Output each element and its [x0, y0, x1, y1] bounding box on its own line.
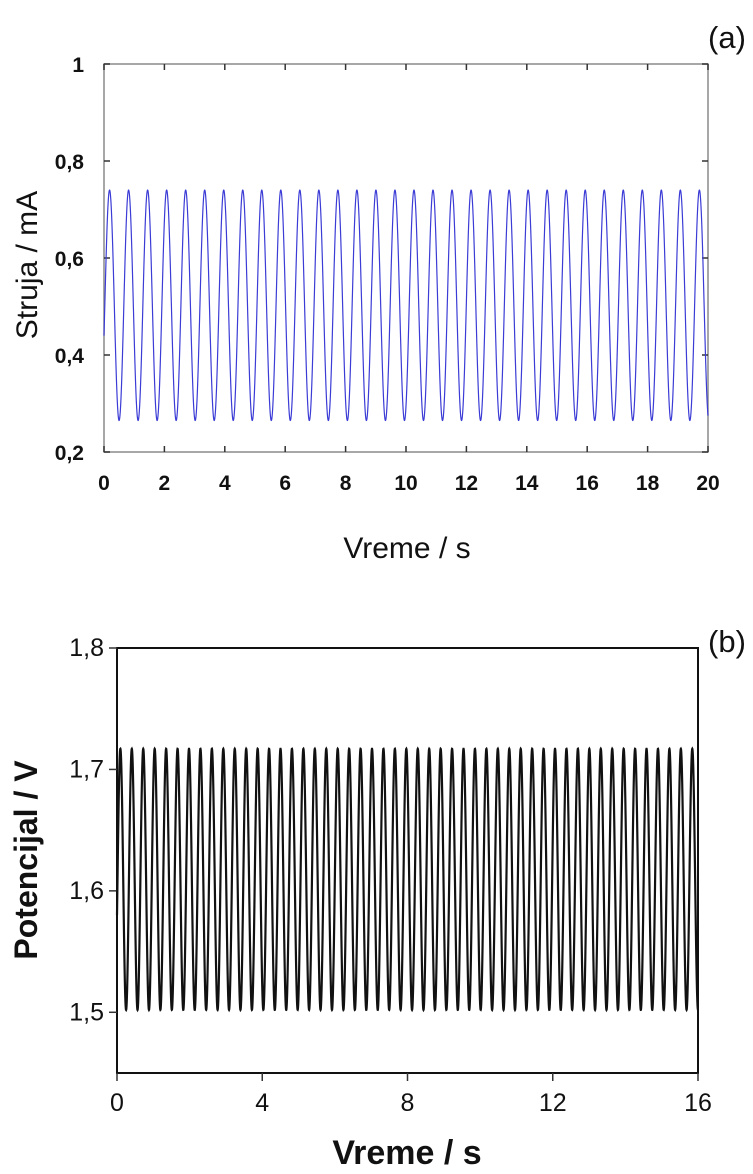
x-tick-label-a: 6	[279, 472, 291, 495]
axis-ticks-a: 0 2 4 6 8 10 12 14 16 18 20 0,2 0,4 0,6 0,8 1	[55, 54, 720, 495]
y-tick-label-b: 1,7	[69, 755, 104, 783]
series-group-b	[115, 746, 699, 1013]
y-tick-label-a: 0,6	[55, 248, 84, 271]
x-tick-label-a: 16	[576, 472, 599, 495]
y-tick-label-a: 0,4	[55, 345, 85, 368]
x-tick-label-a: 20	[696, 472, 719, 495]
y-tick-label-b: 1,5	[69, 998, 104, 1026]
x-tick-label-b: 4	[255, 1089, 269, 1117]
y-tick-label-b: 1,8	[69, 634, 104, 662]
x-tick-label-a: 8	[340, 472, 352, 495]
x-tick-label-a: 18	[636, 472, 660, 495]
y-axis-label-b: Potencijal / V	[8, 760, 44, 960]
x-tick-label-b: 8	[401, 1089, 415, 1117]
x-tick-label-b: 16	[684, 1089, 712, 1117]
y-axis-label-a: Struja / mA	[11, 191, 44, 339]
panel-label-b: (b)	[708, 624, 746, 659]
x-axis-label-b: Vreme / s	[332, 1134, 481, 1172]
chart-panel-b: (b) 0 4 8 12 16 1,5 1,6 1,7 1,8 Potencijal / V V…	[8, 624, 746, 1172]
y-tick-label-b: 1,6	[69, 877, 104, 905]
panel-label-a: (a)	[708, 20, 746, 55]
x-tick-label-b: 12	[539, 1089, 567, 1117]
y-tick-label-a: 0,2	[55, 442, 84, 465]
series-line-b	[115, 746, 699, 1013]
x-tick-label-a: 12	[455, 472, 478, 495]
chart-panel-a: (a) 0 2 4 6 8 10 12 14 16 18 20 0,2 0,4 0,6 0,8 1 Struj…	[11, 20, 746, 565]
x-tick-label-a: 10	[394, 472, 417, 495]
x-tick-label-b: 0	[110, 1089, 124, 1117]
x-tick-label-a: 2	[159, 472, 171, 495]
x-tick-label-a: 4	[219, 472, 231, 495]
x-tick-label-a: 14	[515, 472, 539, 495]
x-axis-label-a: Vreme / s	[343, 532, 470, 565]
x-tick-label-a: 0	[98, 472, 110, 495]
plot-frame-b	[116, 647, 699, 1074]
y-tick-label-a: 0,8	[55, 151, 85, 174]
series-line-a	[103, 189, 709, 422]
y-tick-label-a: 1	[72, 54, 84, 77]
series-group-a	[103, 189, 709, 422]
axis-ticks-b: 0 4 8 12 16 1,5 1,6 1,7 1,8	[69, 634, 712, 1117]
